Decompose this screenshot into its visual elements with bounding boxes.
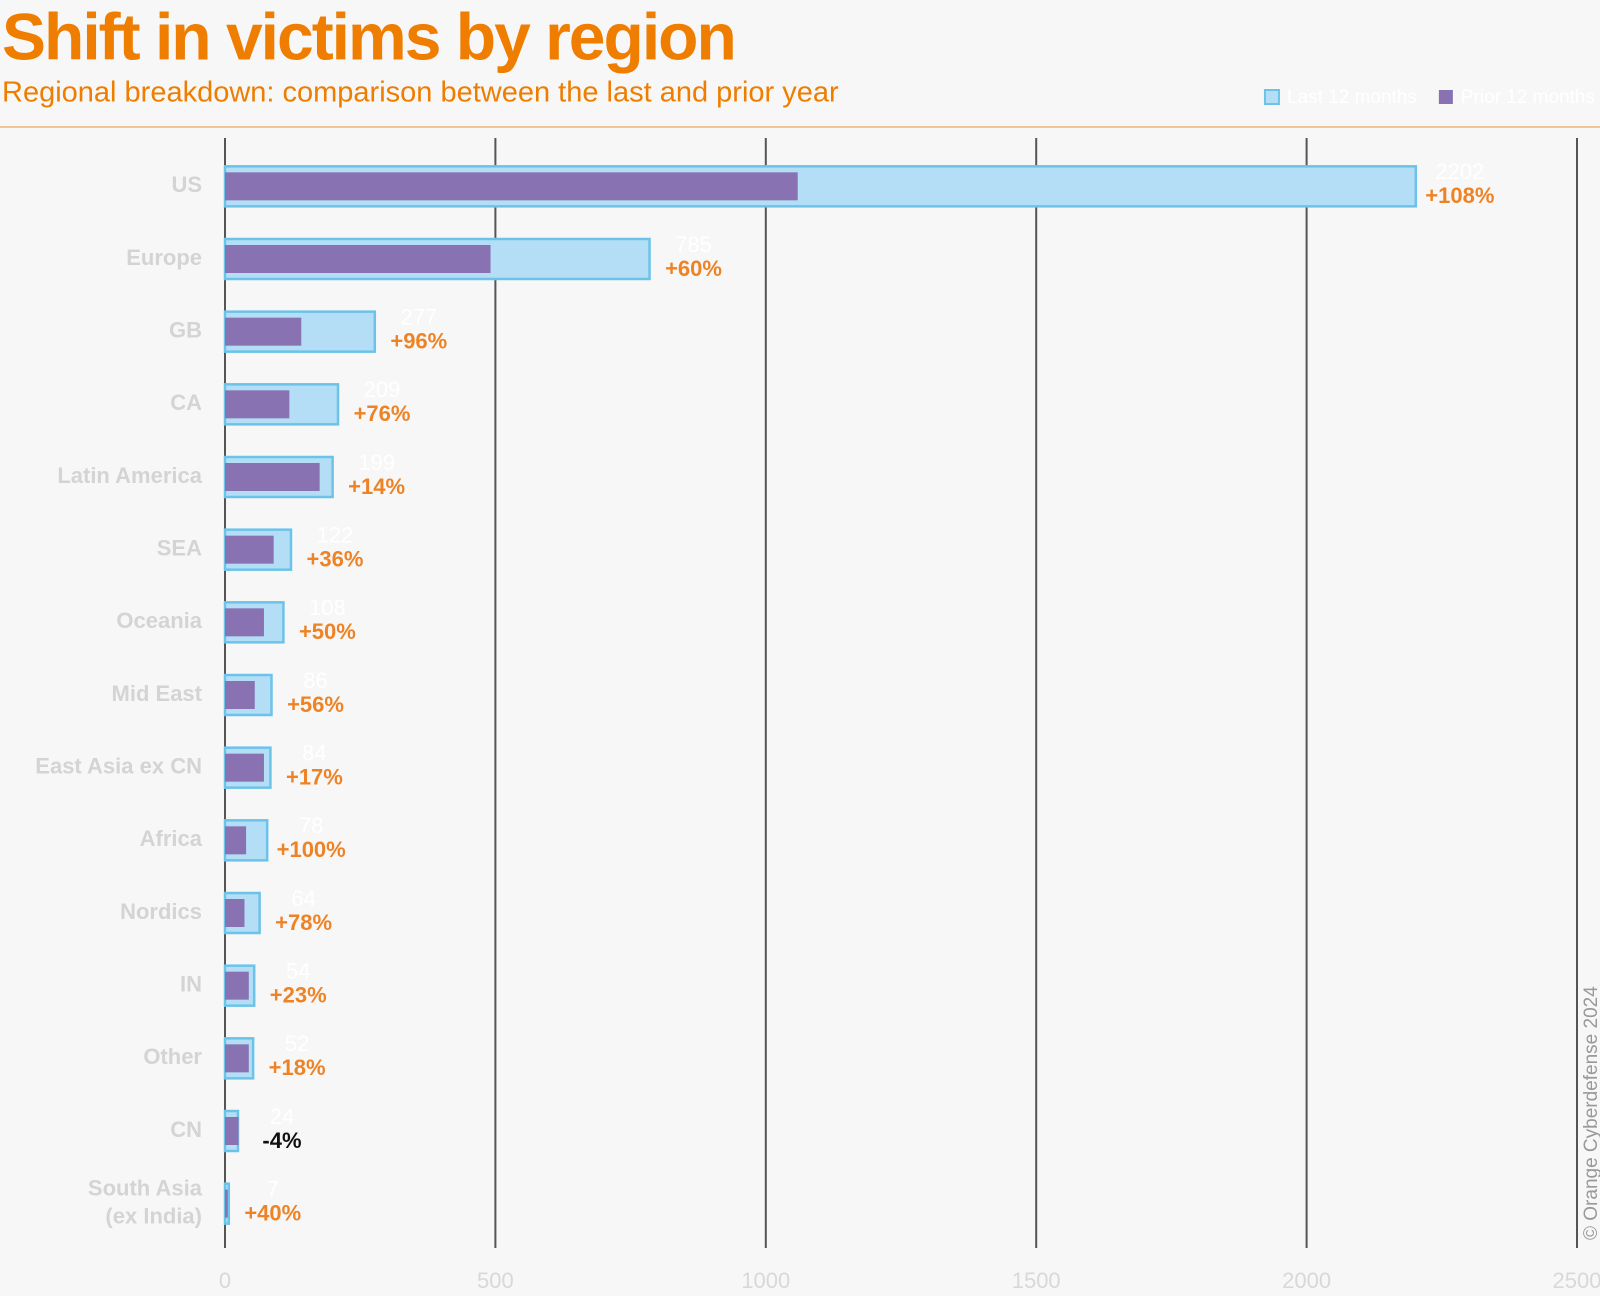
bar-prior — [225, 535, 274, 564]
bar-prior — [225, 826, 247, 855]
change-label: +108% — [1425, 183, 1494, 208]
bar-prior — [225, 1044, 249, 1073]
category-label: IN — [180, 971, 202, 996]
category-label: GB — [169, 317, 202, 342]
change-label: +40% — [244, 1200, 301, 1225]
legend-swatch — [1263, 89, 1280, 105]
x-tick-label: 1000 — [741, 1268, 790, 1293]
value-label: 209 — [364, 377, 401, 402]
change-label: +100% — [277, 837, 346, 862]
value-label: 2202 — [1435, 159, 1484, 184]
x-tick-label: 2500 — [1553, 1268, 1600, 1293]
value-label: 52 — [285, 1031, 309, 1056]
change-label: +56% — [287, 692, 344, 717]
value-label: 86 — [303, 668, 327, 693]
value-label: 785 — [675, 232, 712, 257]
bar-prior — [225, 753, 264, 782]
x-tick-label: 0 — [219, 1268, 231, 1293]
category-label: CA — [170, 390, 202, 415]
change-label: -4% — [262, 1128, 301, 1153]
bar-prior — [225, 1189, 228, 1218]
category-label: Africa — [140, 826, 203, 851]
x-tick-label: 500 — [477, 1268, 514, 1293]
x-tick-label: 2000 — [1282, 1268, 1331, 1293]
x-tick-label: 1500 — [1012, 1268, 1061, 1293]
category-label: Nordics — [120, 899, 202, 924]
value-label: 64 — [291, 886, 315, 911]
chart-subtitle: Regional breakdown: comparison between t… — [2, 77, 839, 109]
bar-prior — [225, 971, 249, 1000]
legend-label: Last 12 months — [1287, 87, 1417, 108]
bar-prior — [225, 608, 264, 637]
category-label: US — [171, 172, 202, 197]
bar-prior — [225, 245, 491, 273]
legend-swatch — [1438, 90, 1453, 104]
bar-prior — [225, 1117, 239, 1145]
category-label: SEA — [157, 535, 202, 560]
chart-title: Shift in victims by region — [2, 0, 735, 73]
bar-prior — [225, 317, 302, 346]
change-label: +50% — [299, 619, 356, 644]
change-label: +14% — [348, 474, 405, 499]
category-label: Europe — [126, 245, 202, 270]
category-label: Oceania — [116, 608, 202, 633]
category-label: Other — [143, 1044, 202, 1069]
value-label: 78 — [299, 813, 323, 838]
change-label: +76% — [354, 401, 411, 426]
bar-prior — [225, 899, 245, 927]
change-label: +18% — [269, 1055, 326, 1080]
bar-prior — [225, 172, 798, 201]
change-label: +17% — [286, 764, 343, 789]
value-label: 7 — [267, 1176, 279, 1201]
change-label: +36% — [307, 546, 364, 571]
value-label: 108 — [309, 595, 346, 620]
category-label: CN — [170, 1117, 202, 1142]
value-label: 199 — [358, 450, 395, 475]
bar-prior — [225, 390, 290, 419]
value-label: 122 — [317, 522, 354, 547]
bar-prior — [225, 463, 320, 491]
change-label: +23% — [270, 982, 327, 1007]
change-label: +78% — [275, 910, 332, 935]
change-label: +60% — [665, 256, 722, 281]
bar-prior — [225, 681, 255, 709]
value-label: 277 — [400, 304, 437, 329]
category-label: Latin America — [57, 463, 202, 488]
value-label: 84 — [302, 740, 326, 765]
category-label: Mid East — [112, 681, 203, 706]
value-label: 54 — [286, 958, 310, 983]
category-label: East Asia ex CN — [35, 753, 202, 778]
change-label: +96% — [390, 328, 447, 353]
legend-label: Prior 12 months — [1461, 87, 1595, 108]
category-label: South Asia (ex India) — [88, 1175, 203, 1228]
value-label: 24 — [270, 1104, 294, 1129]
credit: © Orange Cyberdefense 2024 — [1581, 986, 1600, 1240]
